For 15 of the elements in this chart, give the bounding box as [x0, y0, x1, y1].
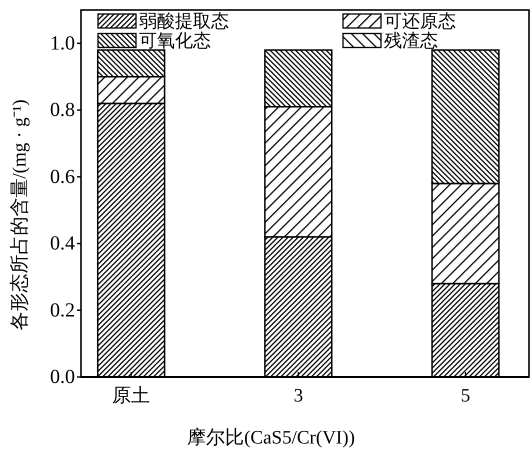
- legend-label: 可还原态: [384, 11, 456, 31]
- y-tick-label: 0.6: [50, 166, 75, 188]
- y-tick-label: 0.8: [50, 99, 75, 122]
- x-tick-label: 3: [294, 386, 304, 406]
- legend-label: 可氧化态: [139, 30, 211, 50]
- y-tick-label: 0.0: [50, 366, 75, 388]
- x-tick-label: 5: [460, 386, 470, 406]
- legend-label: 弱酸提取态: [139, 11, 229, 31]
- y-tick-label: 0.4: [50, 232, 75, 255]
- legend-label: 残渣态: [384, 30, 438, 50]
- x-axis-title: 摩尔比(CaS5/Cr(VI)): [187, 426, 355, 448]
- x-tick-label: 原土: [112, 386, 150, 406]
- y-tick-label: 1.0: [50, 32, 75, 54]
- y-axis-title: 各形态所占的含量/(mg · g⁻¹): [10, 99, 30, 331]
- y-tick-label: 0.2: [50, 299, 75, 322]
